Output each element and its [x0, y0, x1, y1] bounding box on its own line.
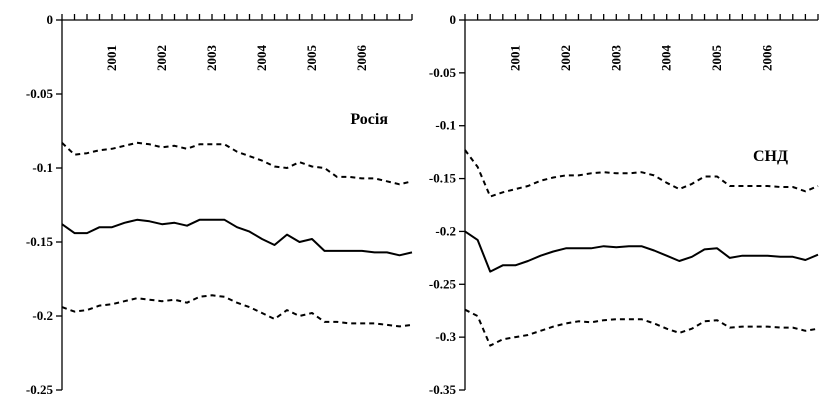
x-tick-label: 2001: [507, 45, 522, 71]
y-tick-label: 0: [450, 12, 457, 27]
y-tick-label: 0: [47, 12, 54, 27]
x-tick-label: 2001: [104, 45, 119, 71]
y-tick-label: -0.05: [429, 65, 457, 80]
y-tick-label: -0.2: [32, 308, 53, 323]
y-tick-label: -0.25: [429, 276, 457, 291]
y-tick-label: -0.15: [26, 234, 54, 249]
series-line-dashed: [464, 149, 819, 198]
chart-title: СНД: [753, 148, 788, 165]
x-tick-label: 2006: [760, 45, 775, 72]
series-line-solid: [464, 230, 819, 273]
x-tick-label: 2006: [354, 45, 369, 72]
y-tick-label: -0.2: [435, 223, 456, 238]
x-tick-label: 2002: [558, 45, 573, 71]
y-tick-label: -0.35: [429, 382, 457, 396]
x-tick-label: 2004: [254, 45, 269, 72]
y-tick-label: -0.15: [429, 171, 457, 186]
x-tick-label: 2005: [304, 45, 319, 72]
x-tick-label: 2004: [659, 45, 674, 72]
x-tick-label: 2005: [709, 45, 724, 72]
y-tick-label: -0.1: [32, 160, 53, 175]
chart-title: Росія: [350, 111, 388, 128]
chart-panel-1: 0 -0.05 -0.1 -0.15 -0.2 -0.25 2001 2002 2003 2004…: [26, 12, 413, 396]
x-tick-label: 2003: [204, 45, 219, 72]
y-tick-label: -0.3: [435, 329, 456, 344]
y-tick-label: -0.1: [435, 118, 456, 133]
series-line-dashed: [61, 294, 413, 328]
y-tick-label: -0.05: [26, 86, 54, 101]
chart-panel-2: 0 -0.05 -0.1 -0.15 -0.2 -0.25 -0.3 -0.35 2001 200…: [429, 12, 819, 396]
y-tick-label: -0.25: [26, 382, 54, 396]
series-line-dashed: [61, 141, 413, 186]
x-tick-label: 2002: [154, 45, 169, 71]
series-line-dashed: [464, 308, 819, 347]
x-tick-label: 2003: [608, 45, 623, 72]
series-line-solid: [61, 218, 413, 257]
